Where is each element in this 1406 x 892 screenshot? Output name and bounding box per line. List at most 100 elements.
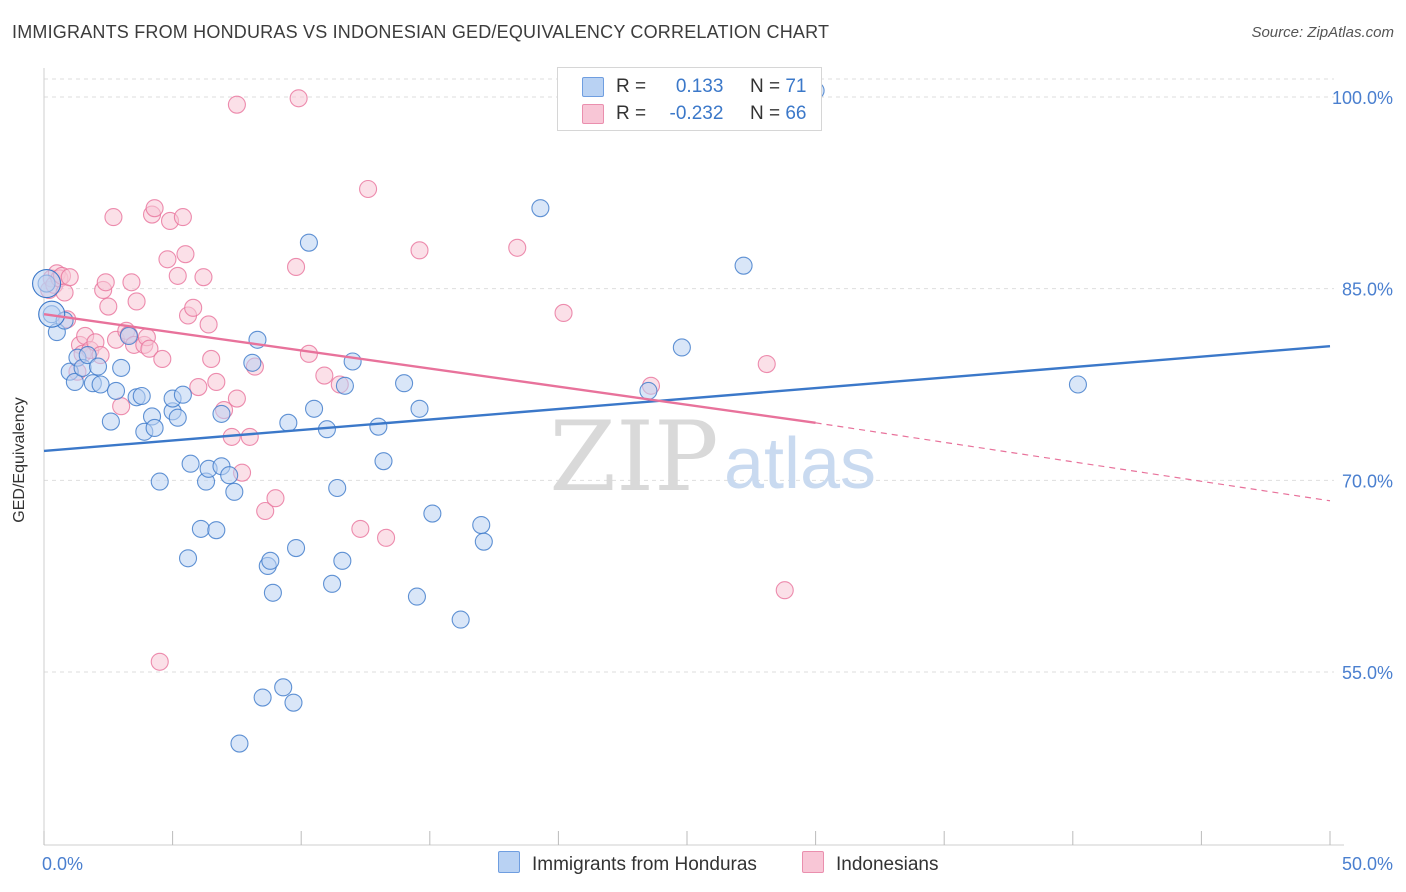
honduras-point bbox=[328, 478, 347, 498]
legend-n-label: N = bbox=[749, 103, 781, 124]
legend-text-indonesians: R = -0.232 N = 66 bbox=[616, 103, 806, 125]
legend-n-value-pink: 66 bbox=[785, 103, 807, 124]
indonesians-point bbox=[140, 339, 159, 358]
chart-title: IMMIGRANTS FROM HONDURAS VS INDONESIAN G… bbox=[12, 22, 830, 42]
indonesians-point bbox=[351, 519, 370, 538]
honduras-point bbox=[145, 418, 164, 437]
honduras-point bbox=[119, 326, 138, 345]
indonesians-point bbox=[127, 292, 146, 311]
x-tick-label-max: 50.0% bbox=[1342, 854, 1393, 874]
y-tick-label: 70.0% bbox=[1342, 471, 1393, 491]
source-label: Source: ZipAtlas.com bbox=[1251, 24, 1394, 41]
y-tick-labels: 55.0% 70.0% 85.0% 100.0% bbox=[1332, 88, 1393, 683]
honduras-point bbox=[279, 413, 298, 432]
honduras-point bbox=[374, 452, 393, 471]
honduras-point bbox=[323, 574, 342, 593]
honduras-point bbox=[531, 199, 550, 218]
honduras-point bbox=[181, 454, 200, 473]
indonesians-point bbox=[508, 238, 527, 257]
indonesians-point bbox=[153, 349, 172, 368]
honduras-point bbox=[88, 357, 108, 376]
legend-r-label: R = bbox=[616, 76, 647, 97]
indonesians-points bbox=[40, 89, 794, 671]
indonesians-point bbox=[299, 344, 318, 363]
indonesians-point bbox=[96, 273, 115, 292]
honduras-point bbox=[299, 233, 318, 252]
honduras-point bbox=[253, 688, 272, 707]
indonesians-point bbox=[112, 397, 131, 416]
watermark: ZIP atlas bbox=[549, 401, 876, 513]
honduras-trend-line bbox=[43, 344, 1331, 453]
honduras-point bbox=[168, 408, 187, 427]
indonesians-point bbox=[775, 581, 794, 600]
correlation-legend: R = 0.133 N = 71 R = -0.232 N = 66 bbox=[557, 67, 822, 131]
indonesians-point bbox=[315, 366, 334, 385]
honduras-point bbox=[173, 385, 192, 404]
honduras-point bbox=[407, 587, 426, 606]
indonesians-point bbox=[145, 199, 164, 218]
indonesians-trend-line bbox=[43, 313, 816, 425]
bottom-legend-swatch-pink bbox=[802, 851, 824, 873]
honduras-point bbox=[65, 372, 84, 391]
honduras-point bbox=[106, 381, 126, 400]
honduras-point bbox=[230, 734, 249, 753]
bottom-legend-label-indonesians: Indonesians bbox=[836, 854, 939, 875]
indonesians-point bbox=[410, 241, 429, 260]
honduras-point bbox=[212, 404, 231, 423]
indonesians-point bbox=[227, 95, 246, 114]
honduras-point bbox=[639, 381, 658, 400]
indonesians-point bbox=[173, 208, 192, 227]
indonesians-point bbox=[158, 250, 177, 269]
indonesians-point bbox=[287, 257, 306, 276]
indonesians-point bbox=[122, 273, 141, 292]
indonesians-point bbox=[359, 179, 378, 199]
legend-text-honduras: R = 0.133 N = 71 bbox=[616, 76, 806, 98]
honduras-point bbox=[78, 346, 97, 365]
honduras-point bbox=[91, 375, 110, 394]
honduras-point bbox=[333, 551, 352, 570]
bottom-legend-label-honduras: Immigrants from Honduras bbox=[532, 854, 757, 875]
honduras-point bbox=[672, 338, 691, 357]
honduras-point bbox=[472, 516, 491, 535]
honduras-point bbox=[132, 386, 151, 406]
indonesians-point bbox=[189, 378, 208, 397]
indonesians-point bbox=[176, 245, 195, 264]
axes bbox=[43, 68, 1344, 846]
trend-lines bbox=[43, 313, 1331, 502]
indonesians-point bbox=[289, 89, 308, 108]
indonesians-point bbox=[104, 208, 123, 227]
watermark-atlas: atlas bbox=[724, 424, 876, 504]
honduras-point bbox=[207, 521, 226, 540]
legend-swatch-blue bbox=[582, 77, 604, 97]
honduras-point bbox=[101, 412, 120, 431]
honduras-point bbox=[263, 583, 282, 602]
legend-r-label: R = bbox=[616, 103, 647, 124]
y-tick-label: 100.0% bbox=[1332, 88, 1393, 108]
indonesians-point bbox=[256, 501, 275, 521]
indonesians-point bbox=[202, 349, 221, 368]
indonesians-point bbox=[757, 355, 776, 374]
indonesians-point bbox=[266, 489, 285, 508]
legend-n-value-blue: 71 bbox=[785, 76, 807, 97]
honduras-point bbox=[261, 551, 280, 570]
honduras-point bbox=[225, 482, 244, 501]
honduras-point bbox=[178, 549, 198, 568]
indonesians-point bbox=[554, 303, 573, 322]
indonesians-point bbox=[207, 372, 226, 391]
honduras-point bbox=[287, 539, 306, 558]
y-tick-label: 85.0% bbox=[1342, 280, 1393, 300]
honduras-point bbox=[734, 256, 753, 275]
indonesians-point bbox=[227, 389, 246, 408]
honduras-point bbox=[335, 376, 354, 395]
honduras-point bbox=[410, 399, 429, 418]
legend-r-value-pink: -0.232 bbox=[669, 103, 724, 124]
x-tick-labels: 0.0% 50.0% bbox=[42, 854, 1393, 874]
watermark-zip: ZIP bbox=[549, 401, 718, 513]
indonesians-point bbox=[99, 297, 118, 316]
legend-swatch-pink bbox=[582, 104, 604, 124]
bottom-legend-swatch-blue bbox=[498, 851, 520, 873]
honduras-point bbox=[191, 519, 210, 538]
honduras-point bbox=[112, 358, 131, 377]
honduras-point bbox=[474, 532, 493, 551]
honduras-point-cluster bbox=[32, 269, 62, 299]
